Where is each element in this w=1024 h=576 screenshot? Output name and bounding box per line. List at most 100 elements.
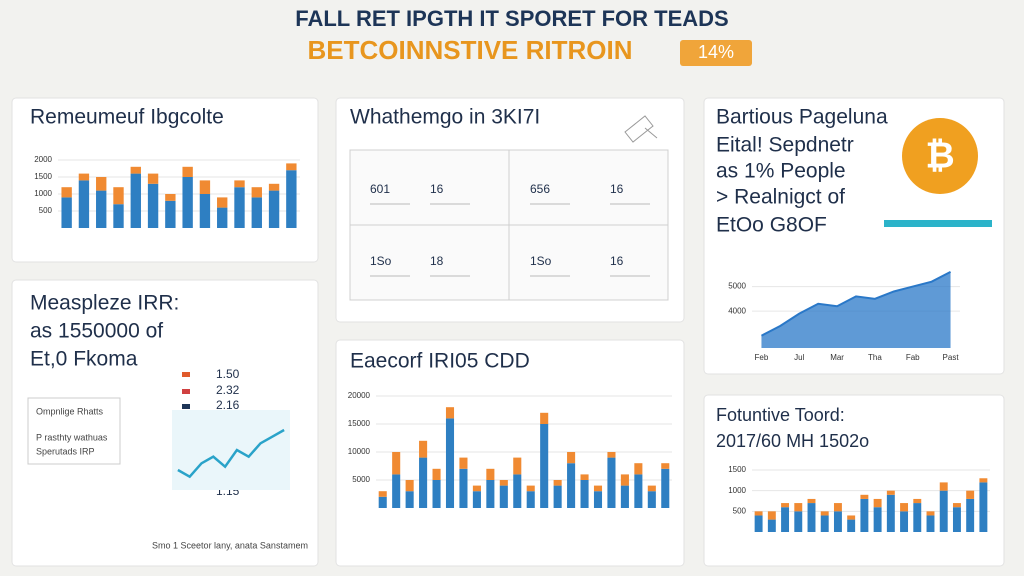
panel-title: Remeumeuf Ibgcolte [30, 106, 224, 129]
bar [540, 412, 549, 424]
bar [833, 511, 842, 532]
bar [781, 503, 790, 508]
bar [378, 496, 387, 508]
bar [217, 197, 228, 208]
table-cell: 16 [610, 254, 624, 268]
bar [165, 194, 176, 201]
bar [580, 474, 589, 480]
x-tick-label: Feb [755, 353, 769, 362]
bar [486, 480, 495, 508]
bar [634, 463, 643, 475]
bar [794, 511, 803, 532]
bar [405, 491, 414, 508]
bar [620, 485, 629, 508]
bar [661, 463, 670, 469]
bar [939, 482, 948, 491]
bar [647, 491, 656, 508]
x-tick-label: Jul [794, 353, 804, 362]
panel-text: > Realnigct of [716, 186, 845, 209]
panel-text: Eital! Sepdnetr [716, 134, 854, 157]
bar [199, 194, 211, 228]
x-tick-label: Mar [830, 353, 844, 362]
y-tick-label: 20000 [348, 391, 371, 400]
bar [754, 511, 763, 516]
bar [754, 515, 763, 532]
page-title: FALL RET IPGTH IT SPORET FOR TEADS [295, 6, 729, 31]
x-tick-label: Past [943, 353, 960, 362]
table-cell: 18 [430, 254, 444, 268]
x-tick-label: Tha [868, 353, 882, 362]
page-subtitle: BETCOINNSTIVE RITROIN [307, 35, 632, 65]
bar [886, 490, 895, 495]
panel-title: Eaecorf IRI05 CDD [350, 350, 530, 373]
bar [513, 474, 522, 508]
table-cell: 601 [370, 182, 390, 196]
bar [113, 187, 124, 205]
y-tick-label: 500 [733, 506, 747, 515]
bar [96, 190, 107, 228]
note-text: Sperutads IRP [36, 446, 95, 456]
bar [900, 511, 909, 532]
bar [392, 474, 401, 508]
bar [165, 200, 176, 228]
bar [432, 468, 441, 480]
bar [513, 457, 522, 475]
bar [886, 494, 895, 532]
table-cell: 656 [530, 182, 550, 196]
panel-subtitle: 2017/60 MH 1502o [716, 431, 869, 451]
bar [499, 480, 508, 486]
note-text: P rasthty wathuas [36, 432, 108, 442]
y-tick-label: 5000 [352, 475, 370, 484]
bar [526, 491, 535, 508]
bar [781, 507, 790, 532]
bar [820, 515, 829, 532]
bar [979, 482, 988, 532]
y-tick-label: 4000 [728, 306, 746, 315]
bar [199, 180, 211, 194]
y-tick-label: 1500 [34, 172, 52, 181]
bar [432, 480, 441, 508]
bar [913, 498, 922, 504]
bar [268, 190, 280, 228]
panel-title: Fotuntive Toord: [716, 405, 845, 425]
bar [182, 166, 193, 177]
bar [847, 519, 856, 532]
area-line [760, 270, 952, 337]
bar [130, 166, 141, 174]
y-tick-label: 1000 [34, 189, 52, 198]
bar [634, 474, 643, 508]
bar [96, 177, 107, 191]
bar [286, 163, 297, 171]
bar [979, 478, 988, 483]
coin-symbol: ₿ [925, 135, 954, 176]
bar [182, 177, 193, 228]
bar [580, 480, 589, 508]
bar [286, 170, 297, 228]
area [761, 271, 951, 348]
bar [459, 457, 468, 469]
badge-text: 14% [698, 42, 734, 62]
table-cell: 1So [530, 254, 552, 268]
y-tick-label: 2000 [34, 155, 52, 164]
bar [459, 468, 468, 508]
table-cell: 16 [430, 182, 444, 196]
bar [767, 519, 776, 532]
bar [767, 511, 776, 520]
line [177, 428, 285, 479]
plot-bg [172, 410, 290, 490]
bar [147, 173, 159, 184]
y-tick-label: 15000 [348, 419, 371, 428]
bar [860, 498, 869, 532]
bar [130, 173, 141, 228]
bar [486, 468, 495, 480]
y-tick-label: 1000 [728, 486, 746, 495]
bar [952, 503, 961, 508]
panel [11, 279, 319, 567]
bar [966, 498, 975, 532]
table-cell: 16 [610, 182, 624, 196]
bar [593, 485, 603, 492]
accent-bar [884, 220, 992, 227]
bar [939, 490, 948, 532]
bar [807, 503, 816, 532]
